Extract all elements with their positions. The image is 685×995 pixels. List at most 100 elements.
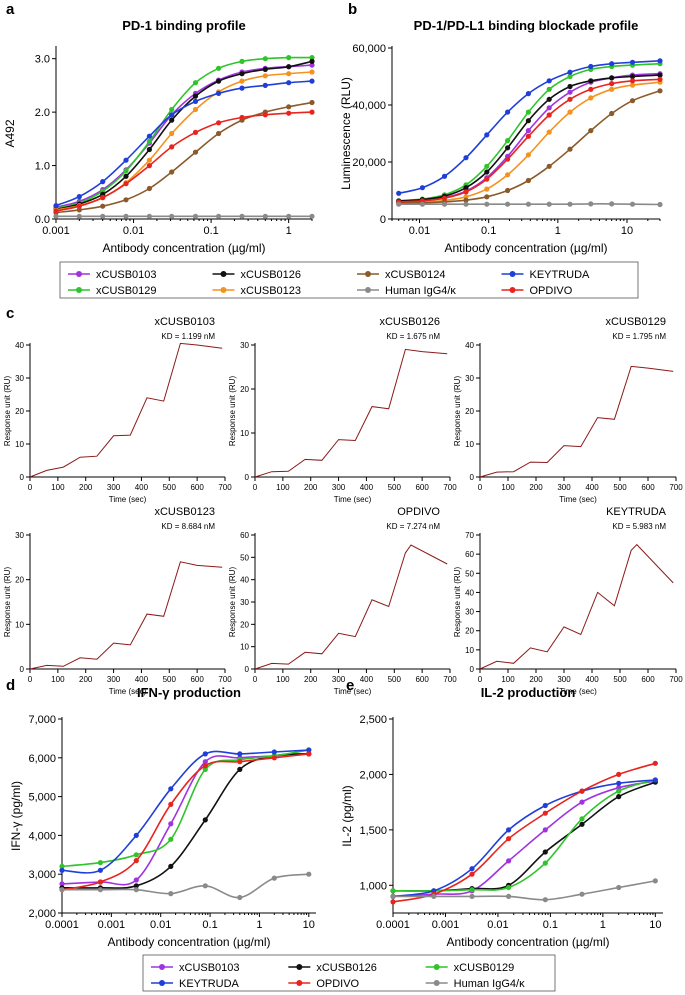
data-point-keytruda	[546, 78, 552, 84]
data-point-keytruda	[262, 82, 268, 88]
y-tick-label: 20	[465, 627, 474, 636]
x-axis-label: Antibody concentration (µg/ml)	[103, 241, 266, 255]
x-tick-label: 400	[585, 675, 599, 684]
x-tick-label: 0.1	[481, 225, 496, 237]
data-point-human-igg4	[306, 871, 312, 877]
data-point-xcusb0129	[133, 852, 139, 858]
y-tick-label: 0	[470, 665, 475, 674]
data-point-opdivo	[469, 871, 475, 877]
kd-label: KD = 1.675 nM	[386, 332, 440, 341]
data-point-keytruda	[525, 91, 532, 97]
y-axis-label: Response unit (RU)	[228, 567, 237, 638]
legend-swatch-marker	[296, 964, 303, 970]
data-point-human-igg4	[216, 213, 222, 219]
legend-bottom: xCUSB0103 xCUSB0126 xCUSB0129 KEYTRUDA OPDIV…	[142, 954, 556, 992]
x-tick-label: 300	[107, 675, 121, 684]
chart-title: PD-1 binding profile	[122, 18, 246, 33]
data-point-xcusb0126	[239, 71, 245, 77]
data-point-xcusb0103	[133, 877, 139, 883]
data-point-human-igg4	[441, 201, 448, 207]
chart-title: OPDIVO	[397, 506, 440, 518]
data-point-xcusb0124	[76, 207, 82, 213]
data-point-keytruda	[396, 190, 402, 196]
series-line-xcusb0103	[61, 753, 309, 886]
data-point-human-igg4	[53, 213, 59, 219]
data-point-human-igg4	[579, 891, 585, 897]
data-point-xcusb0123	[629, 82, 636, 88]
data-point-human-igg4	[168, 891, 174, 897]
data-point-xcusb0129	[146, 138, 152, 145]
x-axis-label: Time (sec)	[109, 495, 147, 504]
x-tick-label: 300	[557, 483, 571, 492]
series-line-xcusb0103	[55, 64, 313, 208]
legend-swatch-marker	[76, 287, 82, 293]
data-point-opdivo	[169, 144, 175, 150]
data-point-keytruda	[133, 832, 139, 839]
data-point-xcusb0124	[609, 110, 615, 117]
data-point-xcusb0129	[309, 55, 315, 61]
chart-title: IL-2 production	[481, 685, 576, 700]
series-line-human-igg4	[62, 873, 309, 899]
x-tick-label: 200	[529, 483, 543, 492]
data-point-xcusb0123	[484, 186, 490, 192]
data-point-xcusb0129	[525, 109, 532, 115]
data-point-human-igg4	[146, 213, 152, 219]
data-point-xcusb0124	[123, 197, 129, 203]
x-tick-label: 10	[303, 919, 315, 931]
legend-label-xcusb0103: xCUSB0103	[96, 269, 157, 281]
y-axis-label: Response unit (RU)	[453, 376, 462, 447]
data-point-human-igg4	[123, 213, 129, 219]
y-tick-label: 3,000	[28, 869, 56, 881]
data-point-keytruda	[169, 112, 175, 118]
data-point-xcusb0129	[546, 86, 552, 92]
data-point-human-igg4	[271, 875, 277, 881]
data-point-human-igg4	[237, 894, 243, 901]
data-point-human-igg4	[286, 213, 292, 219]
data-point-xcusb0123	[192, 106, 199, 113]
data-point-human-igg4	[133, 887, 139, 893]
y-tick-label: 7,000	[28, 714, 56, 726]
data-point-opdivo	[202, 763, 208, 769]
data-point-xcusb0123	[146, 157, 152, 163]
data-point-keytruda	[463, 155, 469, 161]
data-point-xcusb0126	[542, 849, 548, 855]
data-point-keytruda	[652, 777, 658, 783]
data-point-xcusb0123	[286, 71, 292, 77]
data-point-keytruda	[309, 78, 315, 84]
data-point-human-igg4	[100, 213, 106, 219]
y-tick-label: 1,500	[359, 825, 387, 837]
series-line-keytruda	[55, 80, 313, 207]
y-tick-label: 30	[240, 598, 249, 607]
x-tick-label: 200	[79, 483, 93, 492]
data-point-xcusb0129	[202, 766, 208, 773]
data-point-xcusb0129	[505, 138, 511, 144]
data-point-opdivo	[657, 76, 663, 82]
chart-title: xCUSB0129	[605, 316, 666, 328]
data-point-keytruda	[286, 80, 292, 86]
x-tick-label: 700	[218, 483, 232, 492]
data-point-human-igg4	[484, 201, 490, 207]
x-tick-label: 1	[286, 225, 292, 237]
x-tick-label: 500	[163, 483, 177, 492]
data-point-xcusb0123	[609, 86, 615, 92]
data-point-xcusb0123	[309, 69, 315, 75]
data-point-keytruda	[484, 132, 490, 138]
data-point-opdivo	[133, 858, 139, 864]
panel-letter-c: c	[6, 305, 14, 322]
legend-label-xcusb0124: xCUSB0124	[385, 269, 446, 281]
data-point-opdivo	[567, 96, 573, 102]
x-axis-label: Antibody concentration (µg/ml)	[445, 241, 608, 255]
panel-letter-b: b	[348, 1, 357, 18]
data-point-xcusb0103	[59, 881, 65, 887]
x-tick-label: 100	[276, 483, 290, 492]
y-axis-label: Response unit (RU)	[453, 567, 462, 638]
data-point-xcusb0123	[525, 152, 532, 158]
data-point-xcusb0124	[169, 169, 175, 175]
data-point-xcusb0129	[542, 860, 548, 866]
data-point-xcusb0124	[192, 149, 199, 155]
data-point-xcusb0126	[629, 73, 636, 80]
x-tick-label: 100	[51, 483, 65, 492]
x-axis-label: Time (sec)	[334, 495, 372, 504]
